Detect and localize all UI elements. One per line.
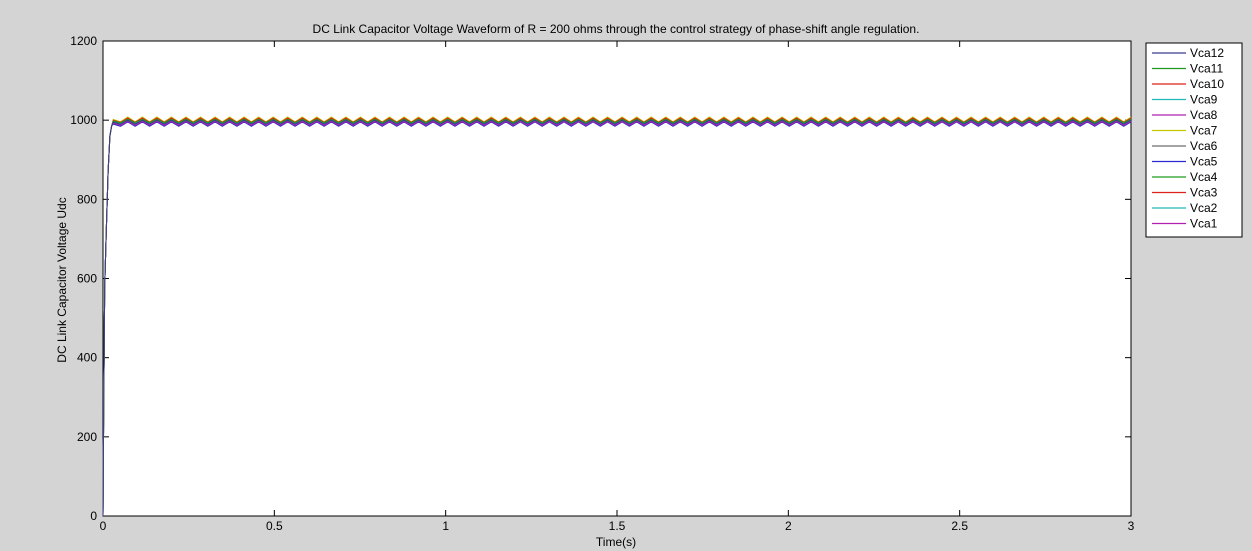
legend-label: Vca3	[1190, 186, 1218, 200]
x-tick-label: 0	[100, 519, 107, 533]
y-tick-label: 800	[77, 192, 97, 206]
series-line-vca5	[102, 121, 1132, 517]
x-tick-label: 3	[1128, 519, 1135, 533]
series-line-vca7	[102, 116, 1132, 517]
y-tick-label: 1200	[70, 34, 97, 48]
x-tick-label: 1.5	[609, 519, 626, 533]
series-line-vca10	[102, 117, 1132, 517]
x-tick-label: 0.5	[266, 519, 283, 533]
series-line-vca11	[102, 118, 1132, 517]
legend-label: Vca7	[1190, 124, 1218, 138]
y-axis-label: DC Link Capacitor Voltage Udc	[55, 197, 69, 362]
legend-label: Vca2	[1190, 201, 1218, 215]
legend-label: Vca4	[1190, 170, 1218, 184]
legend-box	[1145, 42, 1243, 238]
plot-area	[102, 40, 1132, 517]
legend-label: Vca12	[1190, 46, 1224, 60]
plot-lines	[102, 116, 1132, 517]
chart-title: DC Link Capacitor Voltage Waveform of R …	[313, 22, 920, 36]
x-tick-label: 1	[442, 519, 449, 533]
y-axis: 0 200 400 600 800 1000 1200	[70, 34, 1131, 523]
legend-label: Vca11	[1190, 62, 1223, 76]
x-tick-label: 2	[785, 519, 792, 533]
legend-label: Vca9	[1190, 93, 1218, 107]
y-tick-label: 200	[77, 430, 97, 444]
x-axis-label: Time(s)	[596, 535, 636, 549]
y-tick-label: 600	[77, 272, 97, 286]
series-line-vca12	[102, 119, 1132, 517]
legend-label: Vca5	[1190, 155, 1218, 169]
series-line-vca8	[102, 120, 1132, 517]
x-axis: 0 0.5 1 1.5 2 2.5 3	[100, 41, 1135, 533]
y-tick-label: 1000	[70, 113, 97, 127]
legend-label: Vca6	[1190, 139, 1218, 153]
legend-label: Vca1	[1190, 217, 1218, 231]
legend-label: Vca10	[1190, 77, 1224, 91]
x-tick-label: 2.5	[951, 519, 968, 533]
y-tick-label: 0	[90, 509, 97, 523]
legend-label: Vca8	[1190, 108, 1218, 122]
y-tick-label: 400	[77, 351, 97, 365]
